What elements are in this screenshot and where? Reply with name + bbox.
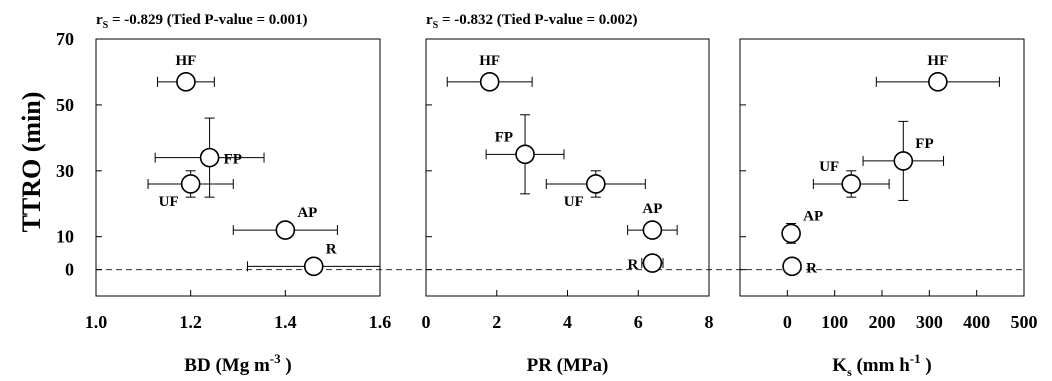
- x-tick-label: 1.6: [369, 312, 392, 332]
- x-tick-label: 0: [783, 312, 792, 332]
- point-label: HF: [479, 53, 500, 69]
- point-label: HF: [927, 53, 948, 69]
- x-tick-label: 1.0: [85, 312, 108, 332]
- data-point: [841, 174, 862, 194]
- data-point: [782, 256, 802, 277]
- x-tick-label: 0: [422, 312, 431, 332]
- x-tick-label: 1.4: [274, 312, 297, 332]
- panel-3: 0 100 200 300 400 500 Ks (mm h-1 ) HF FP UF AP R: [739, 38, 1038, 379]
- x-axis-label: Ks (mm h-1 ): [832, 351, 931, 379]
- panel-2: 0 2 4 6 8 rS = -0.832 (Tied P-value = 0.002) P…: [422, 12, 714, 376]
- point-label: AP: [803, 208, 823, 224]
- data-point: [515, 144, 535, 165]
- stat-subscript: S: [103, 20, 109, 31]
- data-point: [928, 72, 948, 92]
- point-label: FP: [915, 136, 933, 152]
- x-axis-label-main: BD (Mg m: [184, 355, 270, 376]
- y-tick-label: 70: [56, 29, 74, 49]
- panel-frame: [739, 38, 1025, 297]
- point-label: R: [806, 260, 817, 276]
- point-label: HF: [176, 53, 197, 69]
- x-tick-label: 100: [821, 312, 848, 332]
- y-axis-label: TTRO (min): [17, 92, 46, 233]
- x-axis-label-main: K: [832, 355, 847, 376]
- point-label: AP: [642, 201, 662, 217]
- y-tick-label: 30: [56, 161, 74, 181]
- y-tick-label: 10: [56, 227, 74, 247]
- correlation-annotation: rS = -0.832 (Tied P-value = 0.002): [426, 12, 638, 31]
- stat-value: = -0.829 (Tied P-value = 0.001): [108, 12, 307, 28]
- point-label: UF: [159, 194, 179, 210]
- x-axis-label-end: ): [281, 355, 292, 376]
- x-tick-label: 4: [563, 312, 572, 332]
- point-label: UF: [819, 159, 839, 175]
- x-axis-label-end: ): [921, 355, 932, 376]
- panel-frame: [425, 38, 710, 297]
- x-axis-label: BD (Mg m-3 ): [184, 351, 291, 376]
- x-axis-label: PR (MPa): [527, 355, 609, 376]
- x-tick-label: 200: [869, 312, 896, 332]
- point-label: R: [326, 241, 337, 257]
- panel-1: 1.0 1.2 1.4 1.6 rS = -0.829 (Tied P-value = …: [85, 12, 392, 376]
- x-tick-label: 400: [963, 312, 990, 332]
- x-tick-label: 8: [705, 312, 714, 332]
- y-tick-label: 50: [56, 95, 74, 115]
- stat-symbol: r: [96, 12, 103, 28]
- y-tick-label: 0: [65, 260, 74, 280]
- stat-subscript: S: [433, 20, 439, 31]
- x-axis-label-sub: s: [847, 365, 852, 379]
- data-point: [642, 253, 663, 273]
- x-tick-label: 500: [1011, 312, 1038, 332]
- x-axis-label-mid: (mm h: [852, 355, 910, 376]
- stat-symbol: r: [426, 12, 433, 28]
- x-axis-label-main: PR (MPa): [527, 355, 609, 376]
- x-tick-label: 6: [634, 312, 643, 332]
- point-label: R: [628, 257, 639, 273]
- x-tick-label: 2: [492, 312, 501, 332]
- correlation-annotation: rS = -0.829 (Tied P-value = 0.001): [96, 12, 308, 31]
- data-point: [176, 72, 196, 92]
- data-point: [893, 151, 914, 171]
- point-label: FP: [495, 129, 513, 145]
- point-label: AP: [297, 205, 317, 221]
- data-point: [585, 174, 606, 194]
- data-point: [642, 220, 663, 240]
- data-point: [180, 174, 201, 194]
- data-point: [479, 72, 500, 92]
- data-point: [781, 223, 801, 244]
- x-axis-label-sup: -1: [910, 351, 921, 366]
- point-label: UF: [564, 194, 584, 210]
- x-tick-label: 1.2: [179, 312, 202, 332]
- panel-frame: [95, 38, 381, 297]
- point-label: FP: [224, 152, 242, 168]
- stat-value: = -0.832 (Tied P-value = 0.002): [438, 12, 637, 28]
- data-point: [275, 220, 296, 240]
- x-axis-label-sup: -3: [270, 351, 281, 366]
- x-tick-label: 300: [916, 312, 943, 332]
- data-point: [303, 256, 324, 277]
- data-point: [199, 147, 220, 168]
